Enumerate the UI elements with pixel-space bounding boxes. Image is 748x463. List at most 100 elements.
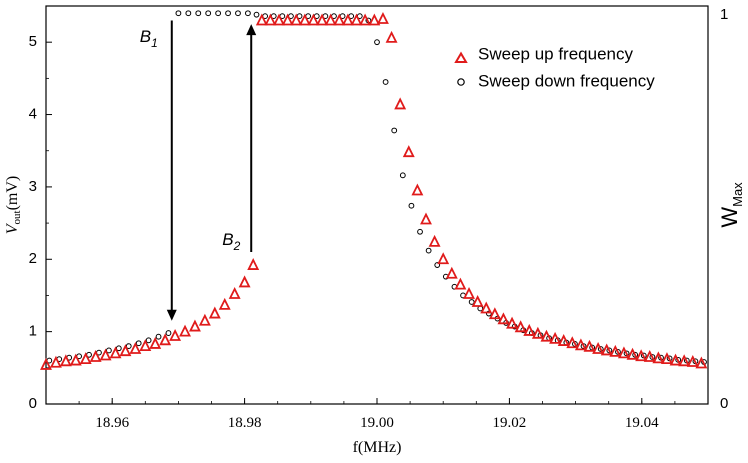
sweep-up-point [660, 352, 673, 365]
sweep-down-point [606, 347, 613, 354]
sweep-up-point [179, 324, 191, 337]
sweep-up-point [669, 353, 682, 366]
sweep-up-point [506, 316, 519, 329]
legend-circle-marker [457, 78, 465, 86]
sweep-up-point [497, 312, 510, 325]
sweep-up-point [119, 344, 132, 357]
sweep-up-point [298, 13, 311, 26]
x-tick-label: 18.96 [95, 415, 129, 431]
annotation-b2: B2 [222, 230, 240, 253]
sweep-up-point [445, 266, 458, 279]
sweep-up-point [402, 145, 415, 158]
y-tick-label: 1 [29, 323, 37, 340]
sweep-up-point [437, 252, 450, 265]
sweep-down-point [175, 10, 182, 17]
annotation-b1: B1 [140, 27, 158, 50]
sweep-up-point [626, 347, 639, 360]
sweep-up-point [557, 334, 570, 346]
sweep-up-point [428, 234, 441, 247]
sweep-down-point [399, 172, 406, 179]
x-tick-label: 19.02 [493, 415, 527, 431]
sweep-up-point [488, 307, 501, 320]
sweep-up-point [238, 275, 251, 288]
sweep-up-point [531, 326, 544, 339]
sweep-up-point [695, 356, 708, 369]
sweep-down-point [195, 10, 202, 17]
sweep-up-point [159, 333, 172, 346]
sweep-up-point [264, 13, 277, 26]
x-axis-title: f(MHz) [353, 439, 402, 456]
sweep-down-point [205, 10, 212, 17]
sweep-down-point [253, 11, 260, 18]
sweep-up-point [273, 13, 285, 26]
sweep-down-point [145, 337, 152, 344]
sweep-down-point [225, 10, 231, 17]
sweep-up-point [109, 346, 122, 359]
sweep-down-point [382, 79, 389, 85]
sweep-up-point [228, 286, 241, 299]
y-tick-label: 5 [29, 33, 37, 50]
x-tick-label: 19.00 [360, 415, 394, 431]
sweep-up-point [635, 349, 648, 362]
sweep-up-point [40, 357, 52, 370]
sweep-down-point [417, 228, 423, 235]
sweep-down-point [615, 348, 621, 355]
sweep-up-point [454, 277, 467, 290]
sweep-up-point [188, 319, 201, 332]
sweep-down-series [46, 10, 707, 365]
ticks-layer: 18.96 18.98 19.00 19.02 19.04 0 1 2 3 4 5 0 1 [29, 6, 729, 431]
sweep-up-point [420, 212, 432, 225]
sweep-down-point [597, 346, 604, 352]
plot-frame [45, 5, 709, 405]
sweep-up-point [281, 13, 294, 26]
sweep-down-point [245, 10, 251, 17]
sweep-down-point [408, 202, 415, 209]
legend-label-sweep-down: Sweep down frequency [478, 71, 655, 90]
sweep-down-point [135, 340, 142, 347]
annotation-arrows [166, 20, 257, 321]
y-axis-title-right: WMax [717, 182, 745, 228]
sweep-down-point [632, 351, 639, 358]
x-tick-label: 18.98 [228, 415, 262, 431]
sweep-up-point [609, 344, 622, 357]
y-axis-title-left: Vout(mV) [4, 176, 23, 235]
y-tick-label: 0 [29, 395, 37, 412]
sweep-up-point [49, 355, 62, 368]
sweep-up-point [514, 320, 527, 333]
sweep-down-point [155, 333, 162, 340]
sweep-up-point [129, 341, 142, 354]
sweep-down-point [235, 10, 241, 17]
sweep-up-point [89, 349, 102, 362]
sweep-down-point [425, 247, 432, 254]
sweep-down-point [215, 10, 222, 17]
sweep-up-point [592, 341, 605, 354]
sweep-down-point [649, 354, 656, 360]
legend-label-sweep-up: Sweep up frequency [478, 44, 633, 63]
sweep-up-point [99, 348, 112, 361]
sweep-up-point [574, 338, 587, 351]
sweep-up-point [169, 328, 182, 341]
sweep-up-point [471, 294, 484, 307]
sweep-down-point [374, 39, 380, 46]
sweep-up-point [678, 354, 691, 367]
sweep-up-series [40, 12, 708, 370]
sweep-up-point [255, 13, 268, 26]
sweep-up-point [341, 13, 354, 26]
sweep-up-point [540, 329, 553, 342]
y-tick-label: 2 [29, 250, 37, 267]
sweep-up-point [643, 349, 656, 362]
sweep-up-point [316, 13, 329, 26]
sweep-down-point [165, 330, 172, 336]
sweep-up-point [324, 13, 337, 26]
sweep-down-point [623, 350, 630, 357]
legend-triangle-marker [454, 51, 468, 63]
sweep-up-point [463, 286, 475, 299]
arrow-head-b2 [246, 24, 257, 36]
sweep-up-point [198, 313, 211, 326]
sweep-up-point [59, 354, 72, 367]
sweep-up-point [208, 306, 221, 319]
sweep-down-point [434, 262, 441, 268]
right-tick-label: 0 [720, 395, 728, 412]
sweep-up-point [686, 355, 699, 367]
